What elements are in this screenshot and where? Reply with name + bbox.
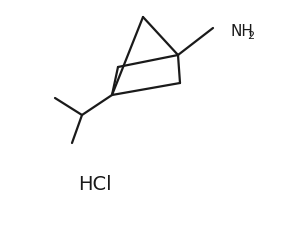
Text: NH: NH <box>230 25 253 40</box>
Text: 2: 2 <box>247 31 254 41</box>
Text: HCl: HCl <box>78 176 112 194</box>
